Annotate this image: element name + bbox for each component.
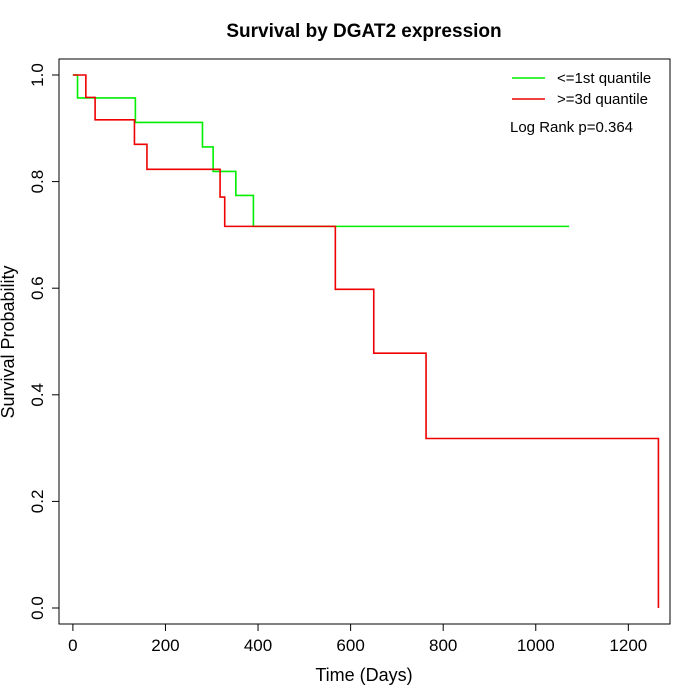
- plot-frame: [58, 58, 671, 625]
- x-tick-label: 0: [68, 636, 77, 655]
- legend-label-0: <=1st quantile: [557, 70, 651, 87]
- series-line-1: [72, 74, 660, 609]
- y-tick-label: 0.6: [28, 276, 47, 300]
- log-rank-annotation: Log Rank p=0.364: [510, 119, 633, 136]
- x-tick-label: 600: [336, 636, 364, 655]
- y-tick-label: 0.0: [28, 596, 47, 620]
- chart-title: Survival by DGAT2 expression: [226, 21, 501, 42]
- y-tick-label: 0.2: [28, 490, 47, 514]
- x-axis-label: Time (Days): [315, 665, 412, 685]
- x-axis: 0 200 400 600 800 1000 1200: [68, 623, 647, 655]
- legend: <=1st quantile >=3d quantile: [512, 70, 651, 108]
- y-tick-label: 0.8: [28, 170, 47, 194]
- y-axis: 0.0 0.2 0.4 0.6 0.8 1.0: [28, 63, 60, 620]
- legend-label-1: >=3d quantile: [557, 91, 648, 108]
- x-tick-label: 400: [244, 636, 272, 655]
- x-tick-label: 1200: [609, 636, 647, 655]
- x-tick-label: 1000: [517, 636, 555, 655]
- y-tick-label: 0.4: [28, 383, 47, 407]
- y-tick-label: 1.0: [28, 63, 47, 87]
- x-tick-label: 800: [429, 636, 457, 655]
- x-tick-label: 200: [151, 636, 179, 655]
- y-axis-label: Survival Probability: [0, 265, 18, 418]
- series-layer: [72, 74, 660, 609]
